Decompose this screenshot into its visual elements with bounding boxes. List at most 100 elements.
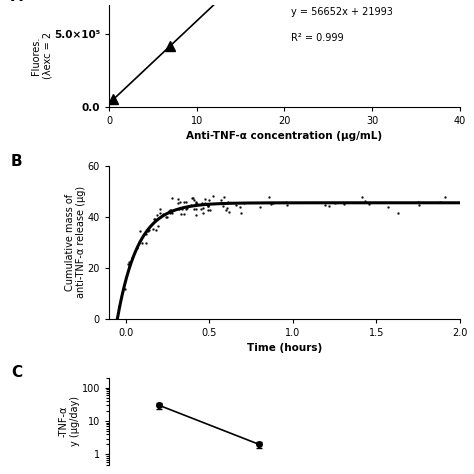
Point xyxy=(267,200,274,208)
X-axis label: Anti-TNF-α concentration (μg/mL): Anti-TNF-α concentration (μg/mL) xyxy=(186,131,383,141)
Point xyxy=(220,194,228,201)
Point xyxy=(180,198,188,206)
Point xyxy=(149,226,157,233)
Point xyxy=(283,198,290,205)
Point xyxy=(384,203,392,210)
Point xyxy=(180,210,188,218)
Point xyxy=(156,205,164,213)
Point xyxy=(166,206,173,214)
Point xyxy=(138,239,146,247)
Point xyxy=(133,244,140,252)
Point xyxy=(164,213,171,221)
Point xyxy=(167,206,174,213)
Point xyxy=(237,210,245,217)
Point xyxy=(125,262,133,270)
Point xyxy=(187,201,194,209)
Point xyxy=(414,199,422,206)
Point xyxy=(159,210,166,218)
Point xyxy=(415,201,423,209)
Point xyxy=(222,207,230,214)
Point xyxy=(201,200,208,207)
Point xyxy=(183,204,191,212)
Point xyxy=(256,203,264,211)
Point xyxy=(340,201,348,208)
Y-axis label: -TNF-α
y (μg/day): -TNF-α y (μg/day) xyxy=(59,396,80,446)
Point xyxy=(189,194,197,201)
Y-axis label: Cumulative mass of
anti-TNF-α release (μg): Cumulative mass of anti-TNF-α release (μ… xyxy=(64,186,86,298)
Point xyxy=(121,285,128,293)
Point xyxy=(198,200,206,207)
Point xyxy=(152,215,159,223)
Point xyxy=(126,258,133,265)
Point xyxy=(174,195,182,203)
Point xyxy=(168,194,175,202)
Point xyxy=(237,203,244,211)
Point xyxy=(192,206,200,213)
Point xyxy=(441,194,449,201)
Point xyxy=(142,239,150,247)
Point xyxy=(182,198,190,206)
Point xyxy=(192,212,200,219)
Point xyxy=(188,194,196,202)
Point xyxy=(193,201,201,208)
Point xyxy=(205,196,212,204)
Y-axis label: Fluores.
(λexc = 2: Fluores. (λexc = 2 xyxy=(31,32,52,79)
Point xyxy=(153,211,161,219)
Point xyxy=(200,209,207,217)
Point xyxy=(163,213,170,221)
Point xyxy=(331,199,338,206)
Point xyxy=(167,207,174,215)
Point xyxy=(326,202,333,210)
Point xyxy=(219,202,227,210)
Point xyxy=(192,199,200,206)
Point xyxy=(204,202,212,210)
Point xyxy=(359,193,366,201)
Point xyxy=(395,209,402,216)
Point xyxy=(206,207,214,214)
Point xyxy=(166,209,174,216)
Point xyxy=(185,202,193,210)
Point xyxy=(176,198,184,206)
Point xyxy=(201,195,209,202)
Point xyxy=(240,199,248,207)
Point xyxy=(265,193,273,201)
Point xyxy=(182,205,190,212)
Point xyxy=(156,210,164,217)
Point xyxy=(190,197,198,204)
Point xyxy=(209,192,217,200)
Text: R² = 0.999: R² = 0.999 xyxy=(292,33,344,43)
Point xyxy=(437,199,444,206)
Point xyxy=(223,205,231,212)
X-axis label: Time (hours): Time (hours) xyxy=(247,343,322,353)
Point xyxy=(175,205,183,212)
Point xyxy=(142,230,150,238)
Point xyxy=(204,206,212,214)
Point xyxy=(361,198,368,205)
Point xyxy=(116,302,123,310)
Text: A: A xyxy=(11,0,23,4)
Point xyxy=(169,209,176,217)
Point xyxy=(226,208,233,215)
Point xyxy=(167,208,175,216)
Point xyxy=(178,210,185,218)
Point xyxy=(283,201,291,209)
Point xyxy=(269,200,276,207)
Point xyxy=(124,260,132,268)
Point xyxy=(128,255,136,262)
Point xyxy=(128,255,136,262)
Point xyxy=(198,205,205,212)
Point xyxy=(150,216,158,223)
Point xyxy=(199,204,207,211)
Point xyxy=(174,199,182,207)
Point xyxy=(154,223,162,230)
Point xyxy=(217,196,225,203)
Text: B: B xyxy=(11,154,22,169)
Point xyxy=(365,201,373,208)
Point xyxy=(153,226,160,234)
Text: y = 56652x + 21993: y = 56652x + 21993 xyxy=(292,7,393,17)
Point xyxy=(192,198,200,205)
Point xyxy=(144,228,152,235)
Point xyxy=(191,205,198,212)
Point xyxy=(165,207,173,215)
Point xyxy=(145,227,153,234)
